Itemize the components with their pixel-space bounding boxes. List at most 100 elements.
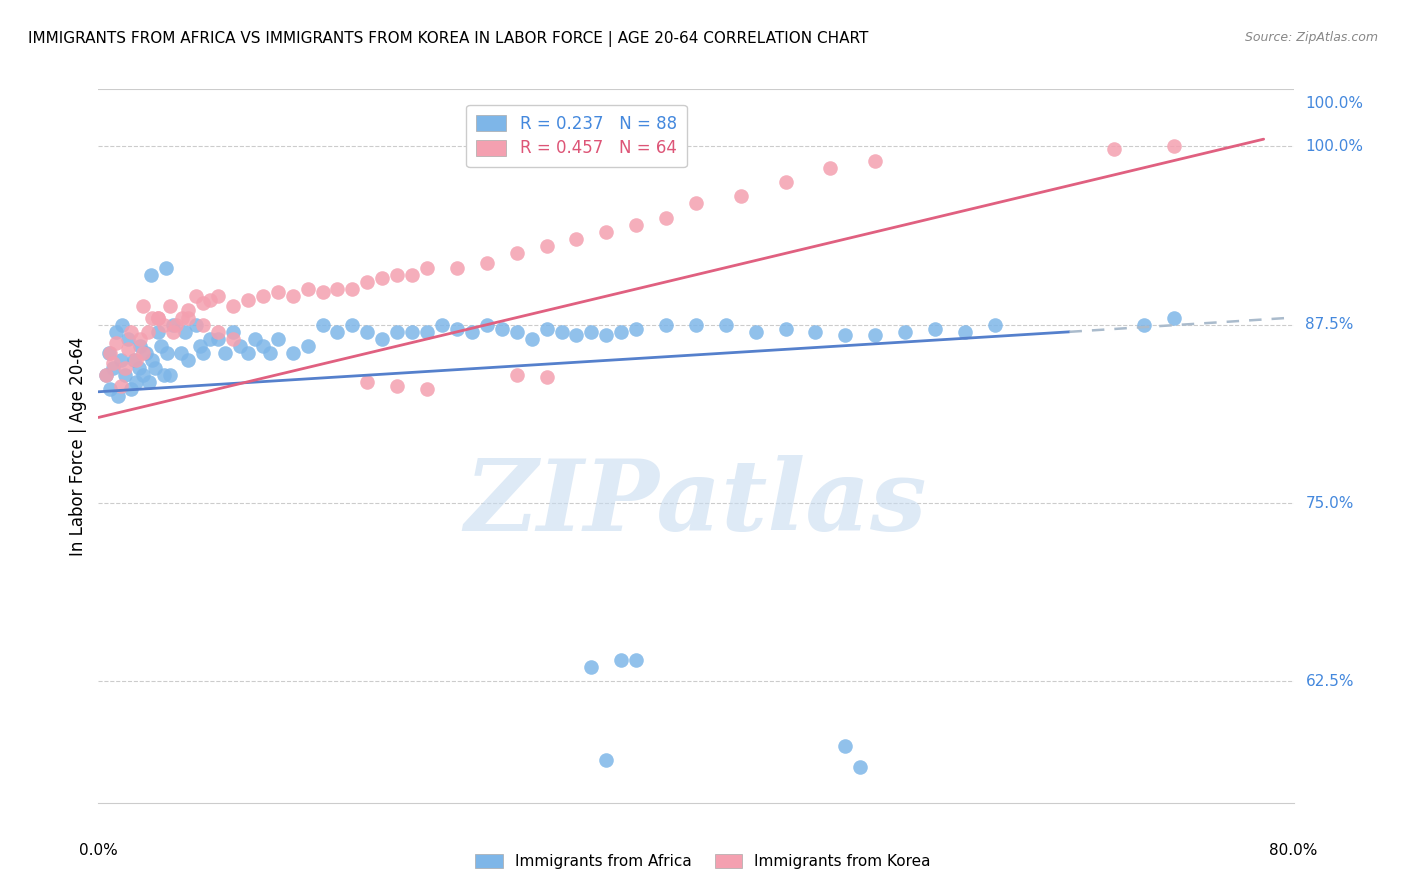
Text: 80.0%: 80.0% [1270,843,1317,858]
Point [94,368,117,382]
Point [595,753,617,767]
Point [506,246,529,260]
Point [834,327,856,342]
Point [129,332,152,346]
Point [326,325,349,339]
Point [536,322,558,336]
Point [446,260,468,275]
Point [401,325,423,339]
Point [536,239,558,253]
Point [297,282,319,296]
Point [111,318,134,332]
Text: 75.0%: 75.0% [1306,496,1354,510]
Point [416,260,439,275]
Point [775,322,797,336]
Point [1163,310,1185,325]
Point [188,339,211,353]
Point [371,270,394,285]
Point [141,310,163,325]
Text: Source: ZipAtlas.com: Source: ZipAtlas.com [1244,31,1378,45]
Point [281,289,304,303]
Point [222,332,245,346]
Point [342,318,364,332]
Point [156,346,179,360]
Point [714,318,737,332]
Point [834,739,856,753]
Point [236,346,259,360]
Point [581,660,603,674]
Point [311,318,333,332]
Point [207,332,229,346]
Point [191,296,214,310]
Text: IMMIGRANTS FROM AFRICA VS IMMIGRANTS FROM KOREA IN LABOR FORCE | AGE 20-64 CORRE: IMMIGRANTS FROM AFRICA VS IMMIGRANTS FRO… [28,31,869,47]
Point [162,325,184,339]
Point [98,382,122,396]
Point [624,653,647,667]
Point [356,325,378,339]
Point [356,275,378,289]
Point [581,325,603,339]
Text: ZIPatlas: ZIPatlas [465,455,927,551]
Point [624,322,647,336]
Point [775,175,797,189]
Point [114,360,136,375]
Point [148,310,170,325]
Point [1104,142,1126,156]
Point [143,360,166,375]
Point [229,339,252,353]
Point [139,268,162,282]
Point [153,318,176,332]
Point [110,379,132,393]
Point [124,353,146,368]
Point [169,346,191,360]
Point [924,322,946,336]
Point [281,346,304,360]
Point [565,327,588,342]
Point [371,332,394,346]
Point [655,318,678,332]
Point [155,260,177,275]
Point [200,332,222,346]
Point [148,310,170,325]
Point [177,353,200,368]
Point [222,299,245,313]
Point [103,356,125,370]
Point [385,379,409,393]
Point [475,318,498,332]
Point [191,318,214,332]
Point [245,332,267,346]
Point [267,332,290,346]
Point [311,285,333,299]
Point [475,256,498,270]
Point [865,153,887,168]
Point [177,303,200,318]
Point [132,368,155,382]
Point [342,282,364,296]
Point [98,346,122,360]
Point [536,370,558,384]
Point [97,346,120,360]
Text: 87.5%: 87.5% [1306,318,1354,332]
Point [141,353,163,368]
Point [150,339,173,353]
Point [610,653,633,667]
Point [550,325,572,339]
Point [520,332,543,346]
Text: 0.0%: 0.0% [79,843,118,858]
Point [804,325,827,339]
Point [595,327,617,342]
Point [416,382,439,396]
Point [174,325,197,339]
Point [159,299,181,313]
Point [117,342,139,356]
Point [491,322,513,336]
Point [506,325,529,339]
Text: 62.5%: 62.5% [1306,674,1354,689]
Point [172,310,194,325]
Point [114,368,136,382]
Point [191,346,214,360]
Point [128,360,150,375]
Point [655,211,678,225]
Point [252,339,274,353]
Point [117,332,139,346]
